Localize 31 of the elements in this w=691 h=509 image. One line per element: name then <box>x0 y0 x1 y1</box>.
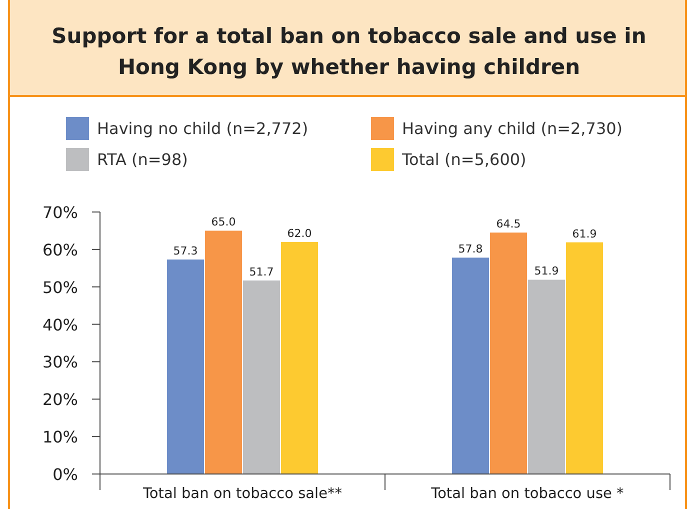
bar <box>281 242 318 474</box>
y-tick-label: 70% <box>42 203 78 222</box>
y-tick-label: 30% <box>42 352 78 372</box>
data-label: 61.9 <box>572 227 597 240</box>
data-label: 57.3 <box>173 244 198 258</box>
bar <box>566 242 603 474</box>
bar <box>490 232 527 474</box>
bar <box>205 230 242 474</box>
data-label: 64.5 <box>496 218 521 231</box>
y-tick-label: 60% <box>42 240 78 260</box>
y-tick-label: 50% <box>42 278 78 297</box>
data-label: 57.8 <box>458 242 483 256</box>
chart-title: Support for a total ban on tobacco sale and use in Hong Kong by whether having children <box>52 24 646 79</box>
bar <box>452 258 489 474</box>
y-tick-label: 0% <box>52 465 78 484</box>
x-tick-label: Total ban on tobacco use * <box>430 486 624 502</box>
legend-label: RTA (n=98) <box>97 150 188 169</box>
bar <box>167 260 204 474</box>
data-label: 51.7 <box>249 265 274 278</box>
data-label: 65.0 <box>211 216 236 229</box>
bar <box>528 280 565 474</box>
x-tick-label: Total ban on tobacco sale** <box>142 486 342 502</box>
legend-label: Having any child (n=2,730) <box>402 119 623 138</box>
y-tick-label: 20% <box>42 390 78 410</box>
data-label: 51.9 <box>534 264 559 278</box>
legend-label: Having no child (n=2,772) <box>97 119 308 138</box>
legend-label: Total (n=5,600) <box>401 150 526 169</box>
y-tick-label: 40% <box>42 315 78 334</box>
y-tick-label: 10% <box>42 428 78 447</box>
data-label: 62.0 <box>287 226 312 240</box>
bar <box>243 280 280 474</box>
